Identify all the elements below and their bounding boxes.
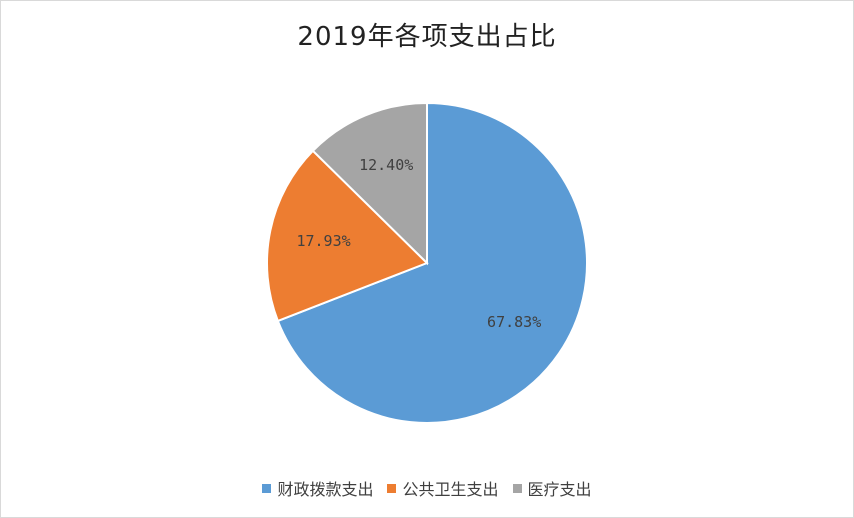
data-label-1: 17.93%	[296, 232, 350, 250]
data-label-2: 12.40%	[359, 156, 413, 174]
legend-item-1: 公共卫生支出	[387, 476, 499, 500]
data-label-0: 67.83%	[487, 313, 541, 331]
chart-title: 2019年各项支出占比	[297, 22, 557, 52]
pie-slice-2	[311, 101, 428, 266]
pie-slice-1	[266, 149, 429, 323]
legend-label-2: 医疗支出	[527, 480, 592, 499]
pie-slice-0	[276, 101, 588, 424]
legend-label-0: 财政拨款支出	[277, 480, 374, 499]
legend-swatch-0	[262, 483, 272, 493]
legend-label-1: 公共卫生支出	[402, 480, 499, 499]
legend-item-2: 医疗支出	[512, 476, 592, 500]
legend: 财政拨款支出 公共卫生支出 医疗支出	[0, 476, 854, 500]
legend-item-0: 财政拨款支出	[262, 476, 373, 500]
legend-swatch-2	[512, 483, 522, 493]
legend-swatch-1	[387, 483, 397, 493]
